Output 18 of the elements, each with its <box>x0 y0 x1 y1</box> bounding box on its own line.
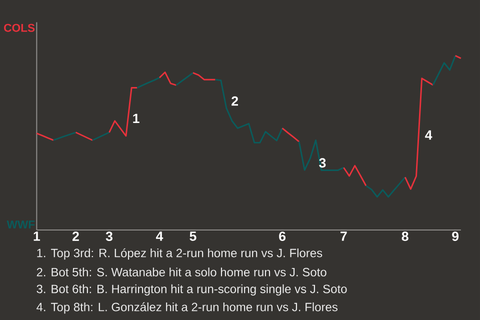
x-tick-label: 1 <box>34 232 40 241</box>
x-tick-label: 5 <box>190 232 196 241</box>
text: COLS <box>4 24 35 32</box>
annotation: 3 <box>319 158 326 168</box>
x-tick-label: 8 <box>402 232 408 242</box>
x-tick-label: 9 <box>452 232 459 242</box>
text: 3. Bot 6th: B. Harrington hit a run-scoring single vs J. Soto <box>36 284 347 296</box>
text: 1. Top 3rd: R. López hit a 2-run home run vs J. Flores <box>37 248 322 260</box>
text: 4. Top 8th: L. González hit a 2-run home run vs J. Flores <box>36 302 338 314</box>
text: 2. Bot 5th: S. Watanabe hit a solo home run vs J. Soto <box>36 268 326 276</box>
x-tick-label: 4 <box>156 232 164 241</box>
annotation: 4 <box>425 130 432 140</box>
x-tick-label: 7 <box>340 232 347 241</box>
annotation: 2 <box>232 96 238 106</box>
x-tick-label: 6 <box>279 232 286 242</box>
annotation: 1 <box>133 114 140 124</box>
x-tick-label: 2 <box>72 232 79 241</box>
x-tick-label: 3 <box>106 232 112 242</box>
